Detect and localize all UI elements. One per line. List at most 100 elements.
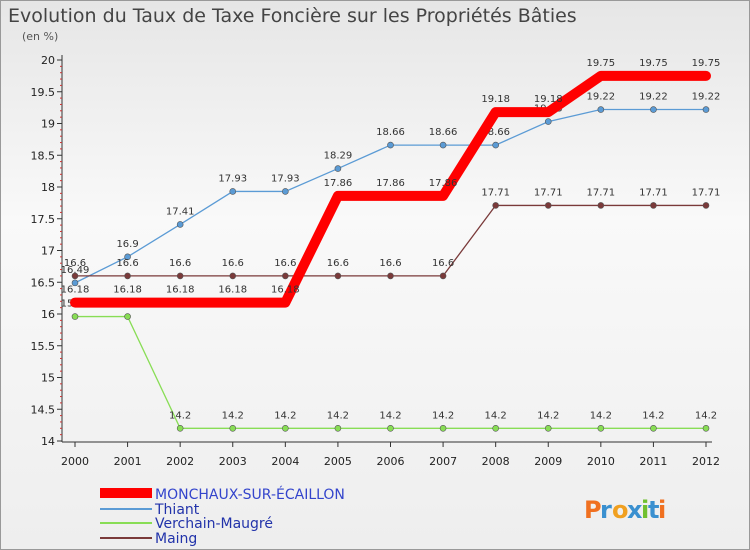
data-label: 16.49 xyxy=(61,265,90,276)
x-tick-label: 2000 xyxy=(61,455,89,468)
x-tick-label: 2012 xyxy=(692,455,720,468)
logo-letter: t xyxy=(648,496,659,524)
data-point xyxy=(650,424,657,432)
data-label: 16.18 xyxy=(166,285,195,296)
data-label: 14.2 xyxy=(327,410,349,421)
data-label: 18.66 xyxy=(481,127,510,138)
data-label: 17.71 xyxy=(534,187,563,198)
data-label: 16.6 xyxy=(379,258,401,269)
data-point xyxy=(282,424,289,432)
x-tick-label: 2006 xyxy=(377,455,405,468)
data-label: 14.2 xyxy=(485,410,507,421)
data-point xyxy=(229,188,237,195)
data-point xyxy=(702,202,710,209)
data-point xyxy=(439,141,447,149)
data-label: 17.86 xyxy=(376,178,405,189)
y-tick-label: 14 xyxy=(41,435,55,448)
data-label: 16.18 xyxy=(218,285,247,296)
x-tick-label: 2011 xyxy=(639,455,667,468)
data-label: 19.75 xyxy=(639,58,668,69)
x-tick-label: 2007 xyxy=(429,455,457,468)
data-label: 17.71 xyxy=(587,187,616,198)
x-tick-label: 2005 xyxy=(324,455,352,468)
data-point xyxy=(492,202,499,209)
data-label: 16.6 xyxy=(169,258,191,269)
data-label: 18.66 xyxy=(376,127,405,138)
logo-letter: i xyxy=(658,496,666,524)
data-label: 17.71 xyxy=(692,187,721,198)
data-label: 16.18 xyxy=(113,285,142,296)
data-label: 17.93 xyxy=(271,173,300,184)
data-label: 14.2 xyxy=(379,410,401,421)
data-label: 16.18 xyxy=(271,285,300,296)
y-tick-label: 16 xyxy=(41,308,55,321)
data-label: 14.2 xyxy=(169,410,191,421)
data-point xyxy=(387,141,394,149)
data-point xyxy=(702,424,710,432)
data-point xyxy=(597,202,605,209)
x-tick-label: 2001 xyxy=(114,455,142,468)
data-point xyxy=(387,272,394,280)
legend-label: Thiant xyxy=(154,502,200,518)
data-label: 19.22 xyxy=(587,92,616,103)
x-tick-label: 2010 xyxy=(587,455,615,468)
data-label: 14.2 xyxy=(537,410,559,421)
data-label: 16.6 xyxy=(432,258,454,269)
data-point xyxy=(650,202,657,209)
x-tick-label: 2004 xyxy=(271,455,299,468)
data-point xyxy=(492,141,499,149)
data-point xyxy=(597,424,605,432)
series-0: 16.18 16.18 16.18 16.18 16.18 17.86 17.86 17.86… xyxy=(61,58,721,308)
data-label: 19.18 xyxy=(481,94,510,105)
data-point xyxy=(544,424,552,432)
chart-title: Evolution du Taux de Taxe Foncière sur l… xyxy=(8,5,577,27)
y-tick-label: 16.5 xyxy=(31,276,56,289)
chart-subtitle: (en %) xyxy=(22,30,58,43)
data-point xyxy=(387,424,394,432)
x-tick-label: 2008 xyxy=(482,455,510,468)
data-point xyxy=(71,313,79,320)
data-point xyxy=(544,202,552,209)
data-point xyxy=(334,424,342,432)
data-label: 16.9 xyxy=(116,239,138,250)
data-point xyxy=(439,424,447,432)
y-tick-label: 15 xyxy=(41,372,55,385)
data-label: 14.2 xyxy=(590,410,612,421)
data-label: 14.2 xyxy=(695,410,717,421)
data-point xyxy=(650,106,657,113)
data-label: 17.86 xyxy=(429,178,458,189)
data-label: 17.71 xyxy=(481,187,510,198)
data-label: 16.18 xyxy=(61,285,90,296)
data-label: 16.6 xyxy=(116,258,138,269)
data-point xyxy=(124,313,131,320)
data-label: 19.18 xyxy=(534,94,563,105)
data-point xyxy=(176,272,184,280)
data-label: 17.86 xyxy=(324,178,353,189)
data-label: 16.6 xyxy=(327,258,349,269)
data-point xyxy=(229,272,237,280)
legend-swatch xyxy=(100,488,152,498)
data-point xyxy=(439,272,447,280)
logo-letter: P xyxy=(584,496,602,524)
data-point xyxy=(544,118,552,125)
data-point xyxy=(702,106,710,113)
data-point xyxy=(124,272,131,280)
data-label: 17.71 xyxy=(639,187,668,198)
data-label: 19.22 xyxy=(692,92,721,103)
legend-label: Verchain-Maugré xyxy=(155,516,273,532)
data-label: 19.75 xyxy=(692,58,721,69)
logo-letter: i xyxy=(641,496,649,524)
y-tick-label: 14.5 xyxy=(31,403,56,416)
data-label: 14.2 xyxy=(222,410,244,421)
legend: MONCHAUX-SUR-ÉCAILLONThiantVerchain-Maug… xyxy=(100,486,345,547)
data-point xyxy=(492,424,499,432)
data-label: 19.75 xyxy=(587,58,616,69)
data-label: 14.2 xyxy=(432,410,454,421)
data-point xyxy=(229,424,237,432)
x-tick-label: 2009 xyxy=(534,455,562,468)
data-point xyxy=(176,221,184,228)
y-tick-label: 18 xyxy=(41,181,55,194)
